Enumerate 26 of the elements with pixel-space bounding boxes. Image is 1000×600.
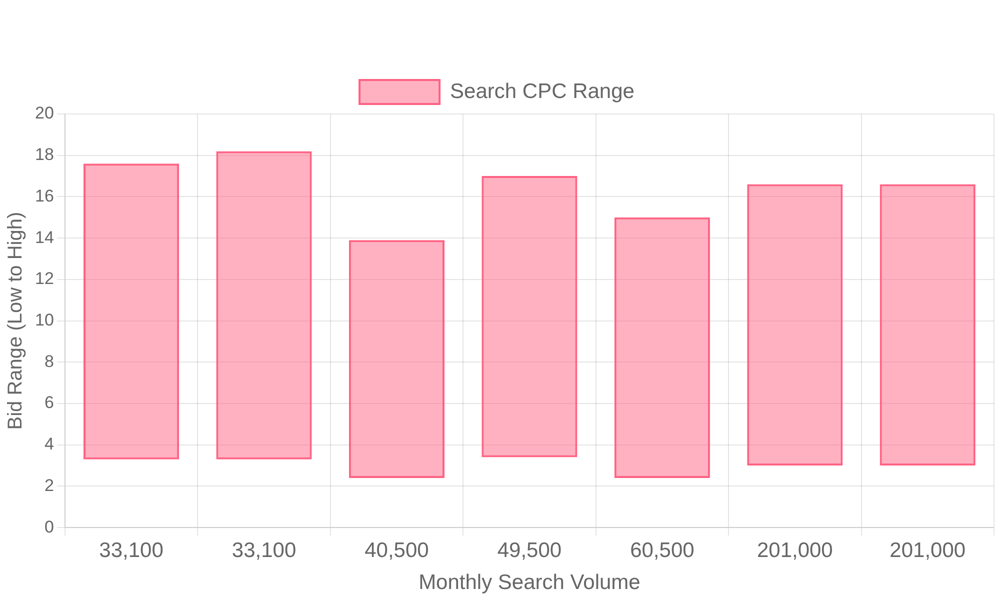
y-tick-label: 10: [34, 310, 54, 330]
x-tick-label: 201,000: [890, 538, 966, 562]
bar: [348, 240, 445, 478]
y-tick-label: 2: [44, 476, 54, 495]
bar: [880, 184, 976, 466]
bar: [747, 184, 843, 466]
x-tick-label: 33,100: [99, 538, 164, 562]
y-tick-label: 4: [44, 434, 54, 454]
x-tick-label: 201,000: [756, 538, 833, 562]
bar: [83, 164, 180, 460]
legend-label: Search CPC Range: [450, 80, 634, 103]
bar: [614, 217, 710, 478]
x-tick-label: 33,100: [232, 538, 296, 562]
x-tick-label: 60,500: [630, 538, 694, 562]
y-tick-label: 0: [44, 517, 54, 536]
y-tick-label: 18: [34, 145, 54, 164]
y-tick-label: 6: [44, 393, 54, 412]
x-axis-title: Monthly Search Volume: [418, 571, 640, 594]
y-tick-label: 12: [34, 269, 54, 288]
y-axis-title: Bid Range (Low to High): [4, 212, 27, 430]
y-tick-label: 14: [34, 228, 54, 247]
x-tick-label: 49,500: [497, 538, 562, 562]
y-tick-label: 16: [34, 186, 54, 206]
y-tick-label: 20: [34, 104, 54, 123]
y-tick-label: 8: [44, 352, 54, 371]
x-tick-label: 40,500: [364, 538, 429, 562]
